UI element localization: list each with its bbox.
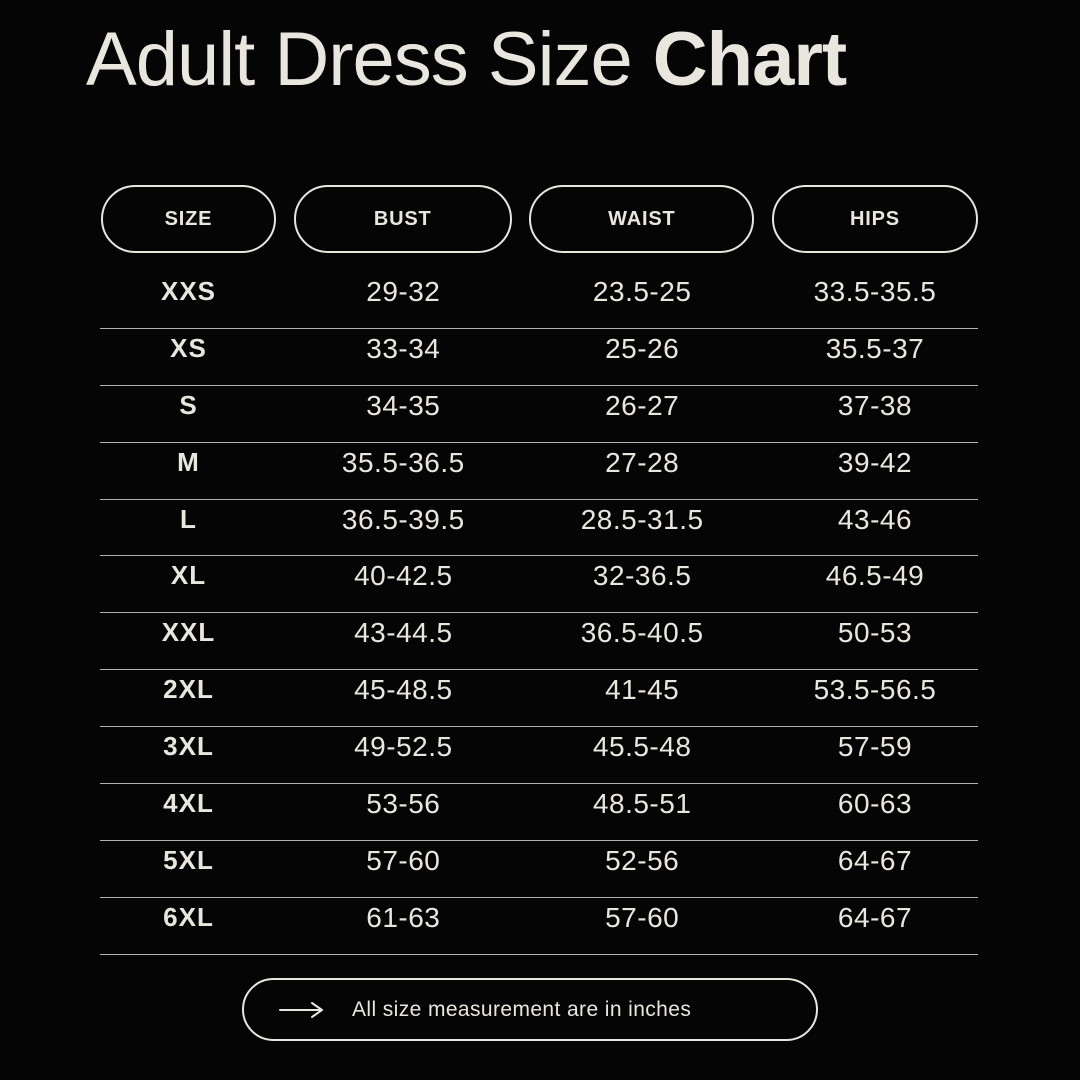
table-row: S 34-35 26-27 37-38	[100, 386, 978, 443]
waist-value: 41-45	[605, 674, 680, 706]
column-header-hips: HIPS	[771, 185, 978, 253]
bust-value: 43-44.5	[354, 617, 453, 649]
size-label: 3XL	[163, 731, 214, 762]
hips-value: 64-67	[837, 844, 913, 876]
hips-value: 35.5-37	[825, 332, 925, 364]
table-header-row: SIZE BUST WAIST HIPS	[101, 185, 978, 253]
waist-value: 25-26	[605, 332, 680, 364]
hips-value: 39-42	[837, 446, 913, 478]
table-row: 4XL 53-56 48.5-51 60-63	[100, 784, 978, 841]
page-title-bold: Chart	[652, 17, 847, 102]
waist-value: 52-56	[605, 844, 680, 876]
bust-value: 49-52.5	[354, 731, 453, 763]
bust-value: 61-63	[366, 901, 441, 933]
bust-value: 34-35	[366, 389, 441, 421]
hips-value: 37-38	[837, 389, 913, 421]
footer-note-text: All size measurement are in inches	[352, 997, 692, 1021]
size-label: 5XL	[163, 844, 214, 875]
bust-value: 53-56	[366, 788, 441, 820]
size-label: M	[177, 446, 200, 477]
hips-value: 43-46	[837, 503, 913, 535]
size-label: 6XL	[163, 901, 214, 932]
table-row: 6XL 61-63 57-60 64-67	[100, 898, 978, 955]
bust-value: 35.5-36.5	[341, 446, 465, 478]
arrow-right-icon	[278, 1001, 326, 1019]
table-row: 3XL 49-52.5 45.5-48 57-59	[100, 727, 978, 785]
waist-value: 27-28	[605, 446, 680, 478]
table-row: XXL 43-44.5 36.5-40.5 50-53	[100, 613, 978, 671]
waist-value: 28.5-31.5	[580, 503, 704, 535]
hips-value: 60-63	[837, 788, 913, 820]
table-row: L 36.5-39.5 28.5-31.5 43-46	[100, 500, 978, 557]
bust-value: 45-48.5	[354, 674, 453, 706]
size-label: 2XL	[163, 674, 214, 705]
bust-value: 40-42.5	[354, 560, 453, 592]
table-row: 2XL 45-48.5 41-45 53.5-56.5	[100, 670, 978, 728]
waist-value: 45.5-48	[592, 731, 692, 763]
hips-value: 50-53	[837, 617, 913, 649]
table-row: XXS 29-32 23.5-25 33.5-35.5	[100, 272, 978, 329]
column-header-bust: BUST	[293, 185, 512, 253]
waist-value: 32-36.5	[592, 560, 692, 592]
size-label: S	[179, 389, 198, 420]
waist-value: 36.5-40.5	[580, 617, 704, 649]
column-header-size: SIZE	[101, 185, 276, 253]
waist-value: 57-60	[605, 901, 680, 933]
bust-value: 29-32	[366, 276, 441, 307]
hips-value: 57-59	[837, 731, 913, 763]
hips-value: 46.5-49	[825, 560, 925, 592]
table-row: XS 33-34 25-26 35.5-37	[100, 329, 978, 386]
waist-value: 23.5-25	[592, 276, 692, 307]
table-row: XL 40-42.5 32-36.5 46.5-49	[100, 556, 978, 614]
size-label: L	[180, 503, 197, 534]
column-header-waist: WAIST	[529, 185, 755, 253]
size-label: XL	[170, 560, 207, 591]
page-title: Adult Dress Size Chart	[86, 17, 847, 102]
bust-value: 57-60	[366, 844, 441, 876]
size-label: XXL	[161, 617, 216, 648]
footer-note-pill: All size measurement are in inches	[242, 978, 818, 1041]
size-label: XXS	[160, 276, 217, 306]
table-row: 5XL 57-60 52-56 64-67	[100, 841, 978, 898]
size-table-body: XXS 29-32 23.5-25 33.5-35.5 XS 33-34 25-26 35.5…	[100, 272, 978, 955]
hips-value: 33.5-35.5	[813, 276, 937, 307]
waist-value: 48.5-51	[592, 788, 692, 820]
page-title-regular: Adult Dress Size	[86, 17, 633, 102]
size-label: 4XL	[163, 788, 214, 819]
bust-value: 33-34	[366, 332, 441, 364]
hips-value: 64-67	[837, 901, 913, 933]
waist-value: 26-27	[605, 389, 680, 421]
hips-value: 53.5-56.5	[813, 674, 937, 706]
table-row: M 35.5-36.5 27-28 39-42	[100, 443, 978, 500]
size-label: XS	[170, 332, 207, 363]
bust-value: 36.5-39.5	[341, 503, 465, 535]
